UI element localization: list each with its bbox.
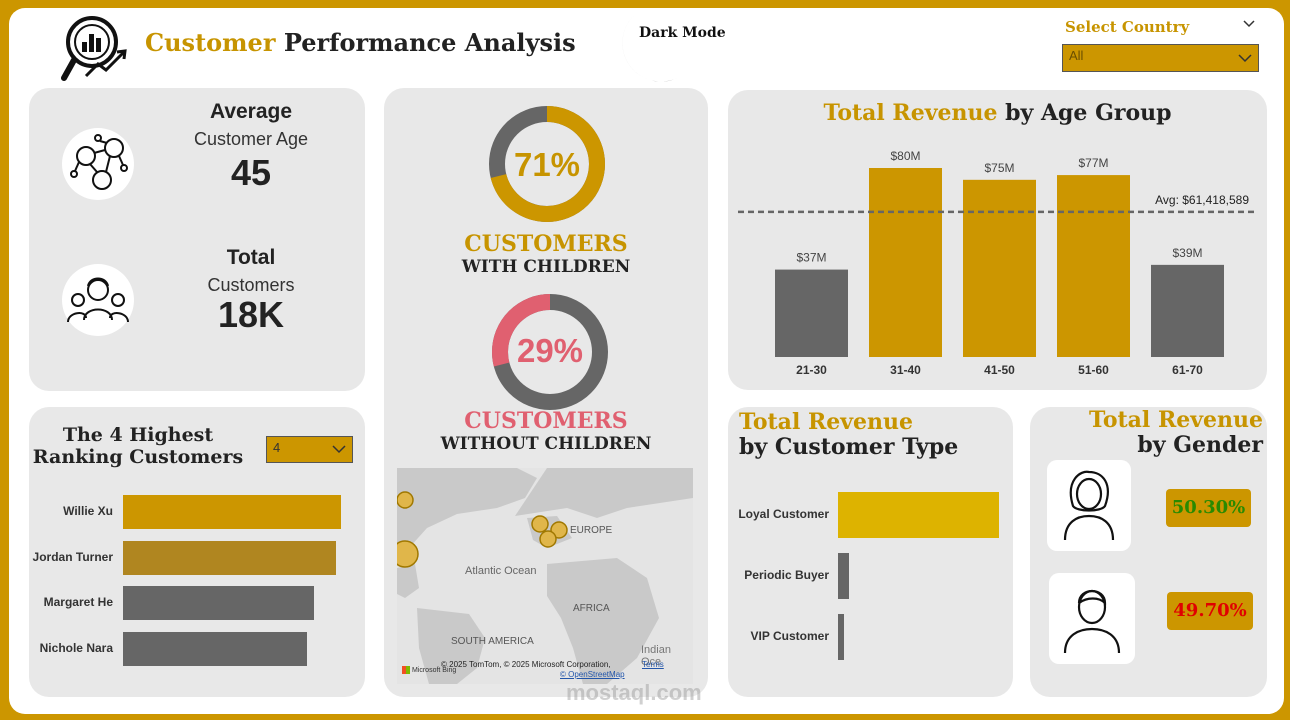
map-label-europe: EUROPE (570, 525, 613, 536)
page-title-accent: Customer (145, 28, 276, 57)
female-pct-badge: 50.30% (1166, 489, 1251, 527)
map-bing-label: Microsoft Bing (411, 666, 457, 674)
top-customer-bar (123, 540, 336, 575)
age-group-chart: $37M 21-30 $80M 31-40 $75M 41-50 $77M 51-60 $39M… (738, 149, 1258, 377)
age-bar-51-60 (1057, 175, 1130, 357)
average-label: Avg: $61,418,589 (1155, 193, 1249, 207)
customer-type-bar (838, 614, 845, 660)
country-select[interactable]: All (1062, 44, 1259, 72)
without-children-donut (492, 294, 608, 410)
top-customer-label: Willie Xu (63, 504, 113, 518)
avg-age-value: 45 (230, 152, 272, 193)
microsoft-logo-icon (402, 666, 410, 674)
age-chart-title-accent: Total Revenue (823, 100, 998, 126)
age-bar-value-label: $75M (984, 161, 1014, 175)
customer-type-chart: Loyal Customer Periodic Buyer VIP Customer (728, 480, 1013, 680)
avg-age-subtitle: Customer Age (193, 129, 309, 149)
age-bar-61-70 (1151, 264, 1224, 357)
type-chart-title-line1: Total Revenue (739, 409, 914, 435)
chevron-down-icon (1238, 54, 1252, 63)
age-bar-value-label: $39M (1172, 246, 1202, 260)
male-pct-badge: 49.70% (1167, 592, 1253, 630)
type-chart-title-line2: by Customer Type (739, 434, 959, 460)
age-bar-value-label: $77M (1078, 156, 1108, 170)
with-children-label2: WITH CHILDREN (461, 257, 631, 277)
type-chart-title: Total Revenue by Customer Type (739, 410, 958, 460)
age-bar-41-50 (963, 179, 1036, 357)
age-chart-title: Total Revenue by Age Group (728, 100, 1267, 126)
country-filter-label: Select Country (1065, 18, 1190, 36)
map-osm-link[interactable]: © OpenStreetMap (560, 670, 625, 679)
network-users-icon (62, 128, 134, 200)
country-select-value: All (1069, 48, 1084, 63)
age-axis-tick-label: 41-50 (984, 363, 1015, 377)
map-label-south-america: SOUTH AMERICA (451, 636, 534, 647)
page-title-rest: Performance Analysis (283, 28, 576, 57)
avg-age-title: Average (209, 100, 293, 123)
customers-group-icon (62, 264, 134, 336)
customer-type-label: VIP Customer (750, 629, 829, 643)
moon-icon (622, 12, 684, 82)
top-customer-bar (123, 631, 308, 666)
top-customers-title-line1: The 4 Highest (62, 424, 214, 446)
watermark: mostaql.com (566, 680, 702, 705)
female-pct-value: 50.30% (1171, 497, 1246, 518)
page-title: Customer Performance Analysis (145, 28, 576, 57)
map-label-indian: Indian Oce (641, 644, 671, 668)
male-pct-value: 49.70% (1173, 600, 1247, 621)
customer-map[interactable]: Atlantic Ocean EUROPE AFRICA SOUTH AMERI… (397, 468, 693, 684)
chevron-down-icon[interactable] (1242, 17, 1256, 35)
total-customers-title: Total (226, 246, 276, 269)
map-label-atlantic: Atlantic Ocean (465, 565, 537, 577)
age-axis-tick-label: 61-70 (1172, 363, 1203, 377)
map-canvas (397, 468, 693, 684)
total-customers-subtitle: Customers (207, 275, 295, 295)
chevron-down-icon (332, 445, 346, 454)
map-attribution: © 2025 TomTom, © 2025 Microsoft Corporat… (441, 660, 611, 669)
top-customer-bar (123, 495, 341, 529)
age-bar-21-30 (775, 269, 848, 357)
map-bing-logo: Microsoft Bing (402, 666, 456, 674)
customer-type-label: Periodic Buyer (744, 568, 829, 582)
male-avatar-icon (1049, 573, 1135, 664)
map-label-africa: AFRICA (573, 603, 610, 614)
top-n-select-value: 4 (273, 440, 281, 455)
top-customers-title-line2: Ranking Customers (32, 446, 244, 468)
gender-title: Total Revenue by Gender (1040, 408, 1263, 458)
top-customer-label: Jordan Turner (32, 549, 113, 564)
age-axis-tick-label: 21-30 (796, 363, 827, 377)
with-children-label1: CUSTOMERS (464, 231, 628, 257)
dark-mode-toggle[interactable]: Dark Mode (608, 8, 728, 84)
customer-type-bar (838, 553, 850, 599)
age-axis-tick-label: 51-60 (1078, 363, 1109, 377)
age-bar-31-40 (869, 168, 942, 357)
without-children-label1: CUSTOMERS (464, 408, 628, 434)
without-children-label2: WITHOUT CHILDREN (440, 434, 652, 454)
logo-icon (60, 12, 136, 84)
top-customer-bar (123, 586, 314, 620)
top-customer-label: Nichole Nara (39, 640, 113, 655)
with-children-pct: 71% (513, 146, 581, 183)
without-children-pct: 29% (516, 332, 584, 369)
age-bar-value-label: $80M (890, 149, 920, 163)
map-terms-link[interactable]: Terms (642, 660, 664, 669)
customer-type-card (728, 407, 1013, 697)
top-n-select[interactable]: 4 (266, 436, 353, 463)
customer-type-bar (838, 492, 999, 538)
customer-type-label: Loyal Customer (738, 507, 829, 521)
top-customers-title: The 4 Highest Ranking Customers (30, 424, 246, 468)
gender-title-line1: Total Revenue (1088, 407, 1263, 433)
top-customer-label: Margaret He (43, 595, 113, 609)
dark-mode-label: Dark Mode (639, 25, 726, 41)
gender-title-line2: by Gender (1137, 432, 1263, 458)
age-bar-value-label: $37M (796, 251, 826, 265)
female-avatar-icon (1047, 460, 1131, 551)
age-chart-title-rest: by Age Group (1005, 100, 1172, 126)
age-axis-tick-label: 31-40 (890, 363, 921, 377)
with-children-donut (489, 106, 605, 222)
total-customers-value: 18K (217, 294, 285, 335)
top-customers-chart: Willie Xu Jordan Turner Margaret He Nichole… (29, 486, 365, 676)
